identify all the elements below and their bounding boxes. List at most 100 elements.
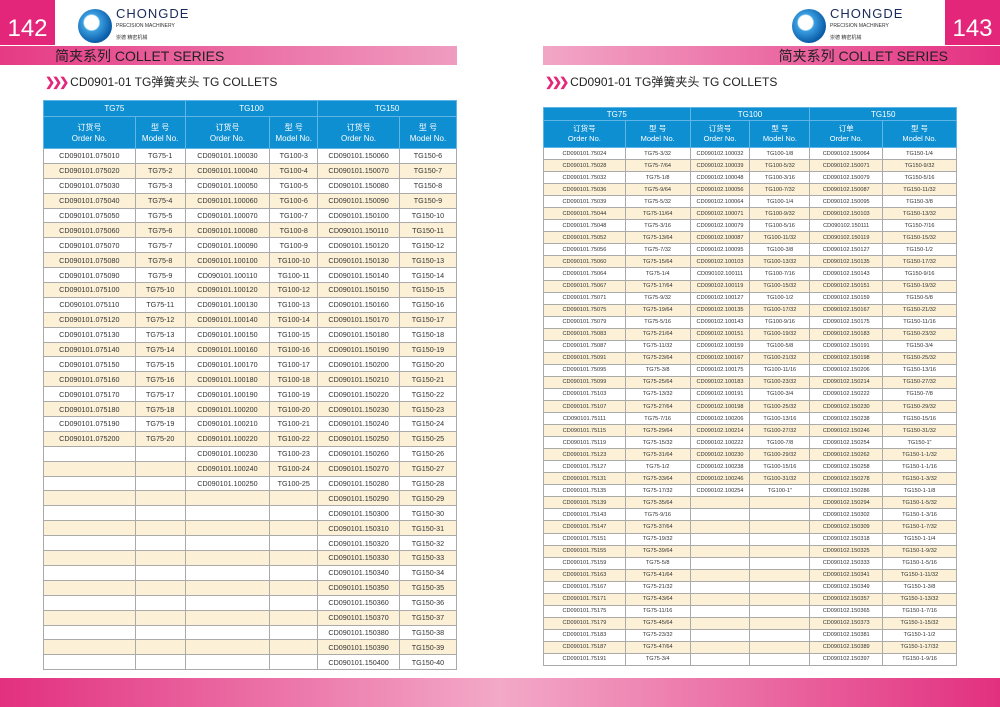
order-no-cell: CD090101.75179 [543,616,626,630]
order-no-cell: CD090101.75151 [543,532,626,546]
model-no-cell: TG100-5/16 [749,219,811,233]
order-no-cell [689,652,751,667]
order-no-cell: CD090101.75064 [543,267,626,281]
model-no-cell: TG150-3/4 [882,339,957,353]
model-no-cell [134,594,186,611]
order-no-cell: CD090102.150254 [809,436,884,450]
table-row: CD090101.075040 TG75-4 CD090101.100060 TG10… [43,192,458,209]
order-no-cell [184,624,271,641]
model-no-cell: TG75-9 [134,267,186,284]
group-header: TG75 [543,107,691,121]
model-no-cell: TG100-9 [269,237,319,254]
order-no-cell: CD090101.150360 [317,594,400,611]
order-no-cell [43,475,136,492]
model-no-cell: TG150-13 [398,252,458,269]
order-no-cell [43,550,136,566]
order-no-cell [689,544,751,558]
model-no-cell [269,579,319,596]
order-no-cell: CD090101.150080 [317,177,400,194]
order-no-cell: CD090101.075040 [43,192,136,209]
order-no-cell: CD090101.75095 [543,363,626,377]
model-no-cell: TG75-9/64 [624,183,691,197]
order-no-cell: CD090101.150250 [317,430,400,447]
table-row: CD090101.75131 TG75-33/64 CD090102.100246 T… [543,472,957,486]
model-no-cell: TG75-9/32 [624,291,691,305]
order-no-cell: CD090102.150206 [809,363,884,377]
order-no-cell: CD090101.75191 [543,652,626,667]
model-no-cell: TG100-13/32 [749,255,811,269]
table-row: CD090101.150390 TG150-39 [43,639,458,656]
order-no-cell [689,532,751,546]
order-no-cell: CD090101.150160 [317,296,400,313]
subtitle-left: ❯❯❯ CD0901-01 TG弹簧夹头 TG COLLETS [45,73,277,90]
model-no-cell: TG150-1/2 [882,243,957,257]
model-no-cell: TG75-7 [134,237,186,254]
order-no-cell: CD090102.150302 [809,508,884,522]
order-no-cell: CD090101.75087 [543,339,626,353]
model-no-cell: TG75-3 [134,177,186,194]
model-no-cell: TG100-15/16 [749,460,811,474]
table-row: CD090101.150320 TG150-32 [43,535,458,552]
model-no-cell: TG150-1-3/16 [882,508,957,522]
model-no-cell: TG75-19/32 [624,532,691,546]
column-header: 订货号 Order No. [543,120,626,148]
model-no-cell: TG150-1-17/32 [882,640,957,654]
model-no-cell: TG100-14 [269,311,319,328]
model-no-cell: TG75-1/2 [624,460,691,474]
model-no-cell: TG100-10 [269,252,319,269]
order-no-cell [184,594,271,611]
order-no-cell: CD090102.100246 [689,472,751,486]
order-no-cell: CD090102.150198 [809,351,884,365]
order-no-cell: CD090101.150340 [317,564,400,581]
order-no-cell: CD090101.100170 [184,356,271,373]
order-no-cell: CD090102.100175 [689,363,751,377]
order-no-cell: CD090101.100050 [184,177,271,194]
column-header: 型 号 Model No. [269,116,319,149]
model-no-cell [749,592,811,606]
model-no-cell: TG100-1/2 [749,291,811,305]
model-no-cell [134,445,186,462]
order-no-cell: CD090101.150090 [317,192,400,209]
model-no-cell: TG100-23 [269,445,319,462]
model-no-cell [749,628,811,642]
order-no-cell: CD090102.150373 [809,616,884,630]
order-no-cell: CD090102.150341 [809,568,884,582]
model-no-cell: TG150-7/8 [882,387,957,401]
order-no-cell: CD090101.75048 [543,219,626,233]
table-row: CD090101.75075 TG75-19/64 CD090102.100135 T… [543,303,957,317]
order-no-cell: CD090101.150310 [317,520,400,537]
order-no-cell: CD090101.75099 [543,375,626,389]
order-no-cell: CD090102.150183 [809,327,884,341]
column-header-line: Model No. [409,133,447,143]
table-row: CD090101.75171 TG75-43/64 CD090102.150357 T… [543,592,957,606]
model-no-cell: TG150-35 [398,579,458,596]
order-no-cell: CD090101.150350 [317,579,400,596]
order-no-cell: CD090102.150381 [809,628,884,642]
order-no-cell [184,564,271,581]
table-row: CD090101.75139 TG75-35/64 CD090102.150294 T… [543,496,957,510]
table-row: CD090101.075060 TG75-6 CD090101.100080 TG10… [43,222,458,239]
order-no-cell: CD090101.75171 [543,592,626,606]
order-no-cell: CD090101.150200 [317,356,400,373]
group-header: TG75 [43,100,186,117]
model-no-cell: TG75-10 [134,282,186,298]
order-no-cell: CD090101.150390 [317,639,400,656]
order-no-cell: CD090101.75052 [543,231,626,245]
order-no-cell: CD090101.075110 [43,296,136,313]
order-no-cell: CD090101.100140 [184,311,271,328]
model-no-cell: TG150-23/32 [882,327,957,341]
order-no-cell: CD090102.150167 [809,303,884,317]
order-no-cell: CD090102.150143 [809,267,884,281]
order-no-cell: CD090102.100222 [689,436,751,450]
model-no-cell: TG100-7/16 [749,267,811,281]
order-no-cell: CD090101.100180 [184,371,271,388]
model-no-cell: TG75-39/64 [624,544,691,558]
model-no-cell: TG150-9 [398,192,458,209]
column-header-line: 订货号 [215,122,240,132]
logo-cn: 崇德 精密机械 [116,35,148,41]
model-no-cell [749,616,811,630]
subtitle-right: ❯❯❯ CD0901-01 TG弹簧夹头 TG COLLETS [545,73,777,90]
order-no-cell [689,592,751,606]
model-no-cell: TG150-3/8 [882,195,957,209]
model-no-cell: TG150-1-1/2 [882,628,957,642]
